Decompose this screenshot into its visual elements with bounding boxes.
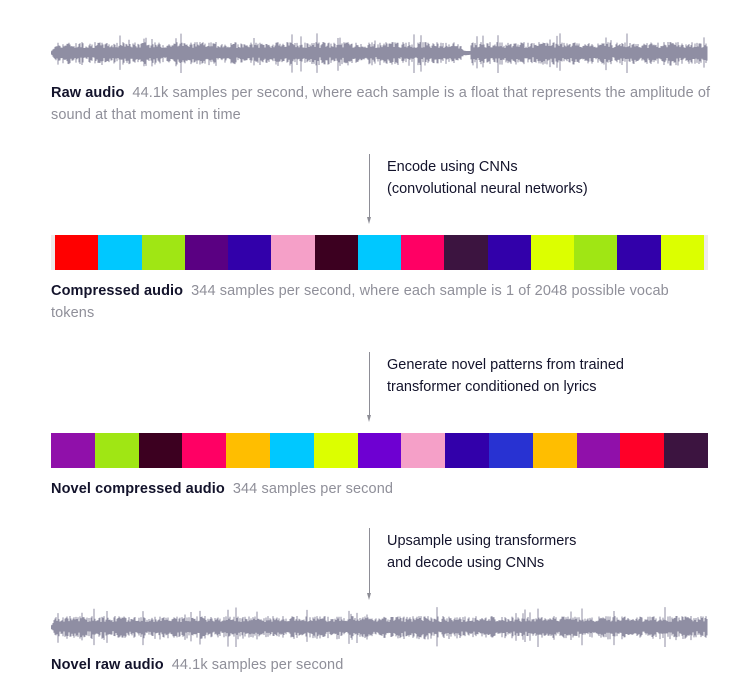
step-line-2: (convolutional neural networks): [387, 181, 588, 197]
arrow-down-icon: [367, 593, 371, 600]
token: [184, 235, 229, 270]
encode-step-text: Encode using CNNs (convolutional neural …: [387, 156, 707, 200]
token: [445, 433, 489, 468]
token: [313, 433, 358, 468]
step-line-2: transformer conditioned on lyrics: [387, 379, 597, 395]
arrow-down-icon: [367, 217, 371, 224]
compressed-audio-description: 344 samples per second, where each sampl…: [51, 283, 669, 321]
novel-compressed-audio-title: Novel compressed audio: [51, 481, 225, 497]
token: [574, 235, 618, 270]
token: [487, 235, 531, 270]
step-line-1: Encode using CNNs: [387, 159, 518, 175]
token: [444, 235, 488, 270]
raw-audio-description: 44.1k samples per second, where each sam…: [51, 85, 711, 123]
token: [530, 235, 575, 270]
token: [401, 235, 445, 270]
step-line-1: Generate novel patterns from trained: [387, 357, 624, 373]
token: [51, 433, 95, 468]
novel-compressed-token-strip: [51, 433, 708, 468]
upsample-step-text: Upsample using transformers and decode u…: [387, 530, 707, 574]
token: [182, 433, 227, 468]
token: [664, 433, 708, 468]
token: [141, 235, 185, 270]
arrow-line: [369, 528, 370, 594]
novel-raw-audio-title: Novel raw audio: [51, 657, 164, 673]
raw-audio-title: Raw audio: [51, 85, 125, 101]
novel-raw-audio-description: 44.1k samples per second: [171, 657, 344, 673]
novel-compressed-audio-caption: Novel compressed audio 344 samples per se…: [51, 478, 711, 500]
token: [94, 433, 139, 468]
raw-audio-caption: Raw audio 44.1k samples per second, where…: [51, 82, 711, 126]
token: [55, 235, 99, 270]
token: [314, 235, 358, 270]
token: [576, 433, 621, 468]
arrow-down-icon: [367, 415, 371, 422]
novel-raw-audio-caption: Novel raw audio 44.1k samples per second: [51, 654, 711, 676]
waveform-icon: [51, 607, 708, 647]
token: [401, 433, 446, 468]
compressed-token-strip: [51, 235, 708, 270]
token: [660, 235, 704, 270]
token: [98, 235, 142, 270]
token: [617, 235, 661, 270]
token: [226, 433, 270, 468]
generate-step-text: Generate novel patterns from trained tra…: [387, 354, 707, 398]
token: [271, 235, 315, 270]
token: [138, 433, 183, 468]
step-line-1: Upsample using transformers: [387, 533, 577, 549]
novel-compressed-audio-description: 344 samples per second: [232, 481, 394, 497]
token: [532, 433, 577, 468]
compressed-audio-caption: Compressed audio 344 samples per second, …: [51, 280, 711, 324]
raw-audio-waveform: [51, 33, 708, 73]
waveform-icon: [51, 33, 708, 73]
token: [357, 433, 402, 468]
token: [269, 433, 314, 468]
novel-raw-audio-waveform: [51, 607, 708, 647]
token: [357, 235, 402, 270]
arrow-line: [369, 154, 370, 218]
arrow-line: [369, 352, 370, 416]
token: [620, 433, 665, 468]
compressed-audio-title: Compressed audio: [51, 283, 184, 299]
token: [488, 433, 533, 468]
token: [228, 235, 272, 270]
step-line-2: and decode using CNNs: [387, 555, 545, 571]
